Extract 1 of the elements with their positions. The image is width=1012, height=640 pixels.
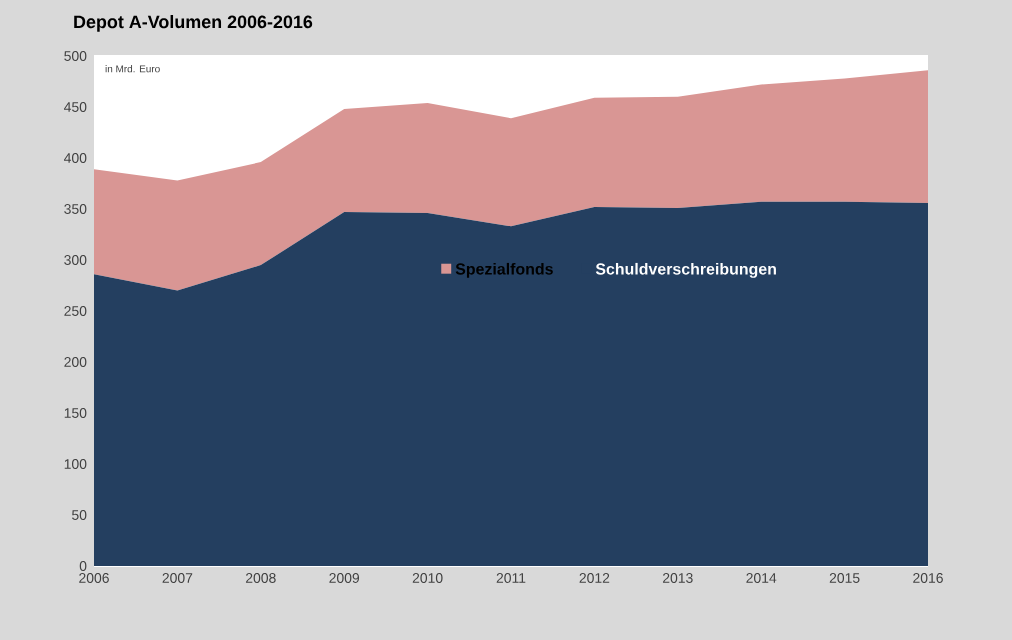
chart-title: Depot A-Volumen 2006-2016	[74, 15, 313, 32]
